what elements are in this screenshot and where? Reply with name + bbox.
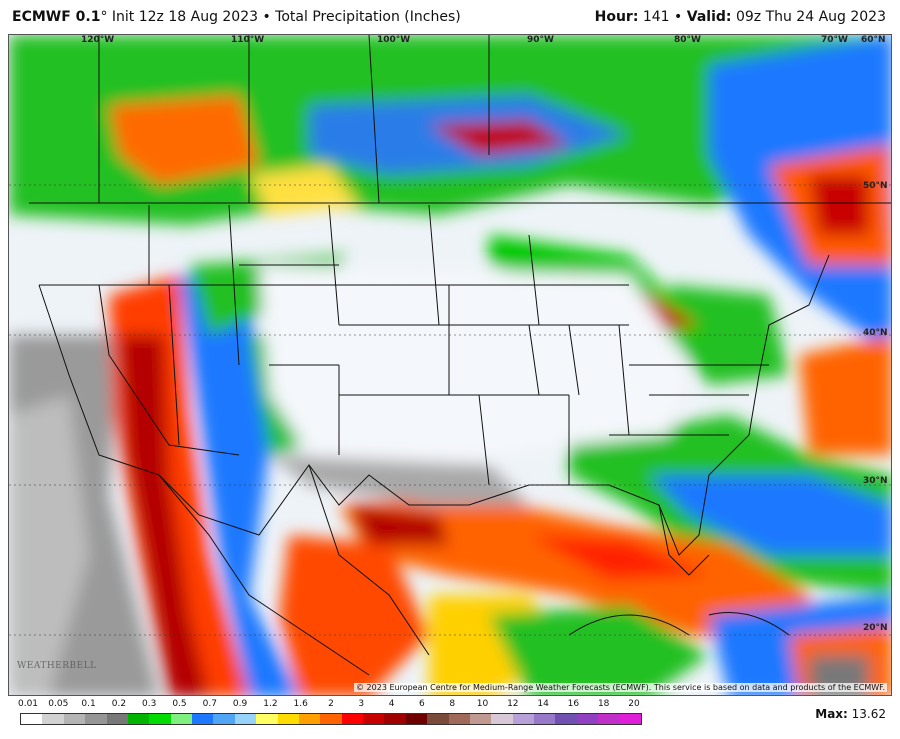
max-number: 13.62 xyxy=(847,707,886,721)
map-canvas xyxy=(9,35,891,695)
legend-label: 3 xyxy=(358,699,365,709)
legend-swatch xyxy=(42,714,64,724)
legend-swatch xyxy=(192,714,214,724)
legend-swatch xyxy=(384,714,406,724)
legend-swatch xyxy=(576,714,599,724)
precipitation-map[interactable]: 120°W 110°W 100°W 90°W 80°W 70°W 60°N 50… xyxy=(8,34,892,696)
legend-label: 20 xyxy=(628,699,640,709)
legend-swatch xyxy=(469,714,492,724)
lat-label-40n: 40°N xyxy=(863,328,888,338)
lat-label-50n: 50°N xyxy=(863,181,888,191)
valid-value: 09z Thu 24 Aug 2023 xyxy=(731,9,886,25)
legend-label: 0.5 xyxy=(172,699,187,709)
legend-swatch xyxy=(277,714,299,724)
legend-swatch xyxy=(170,714,192,724)
legend-swatch xyxy=(448,714,470,724)
legend-swatch xyxy=(512,714,534,724)
copyright-notice: © 2023 European Centre for Medium-Range … xyxy=(354,683,887,692)
legend-swatch xyxy=(320,714,342,724)
legend-swatch xyxy=(149,714,171,724)
legend-label: 0.3 xyxy=(142,699,157,709)
legend-swatch xyxy=(213,714,235,724)
legend-label: 0.01 xyxy=(17,699,39,709)
precipitation-legend: 0.01 0.05 0.1 0.2 0.3 0.5 0.7 0.9 1.2 1.6 2 3 4 6 8 10 1… xyxy=(17,699,642,735)
legend-swatch xyxy=(63,714,86,724)
max-value: Max: 13.62 xyxy=(815,707,886,721)
legend-swatch xyxy=(491,714,513,724)
legend-label: 14 xyxy=(537,699,549,709)
legend-swatch xyxy=(106,714,128,724)
legend-label: 1.2 xyxy=(263,699,278,709)
legend-label: 16 xyxy=(567,699,580,709)
legend-color-bar xyxy=(20,713,642,725)
legend-label: 18 xyxy=(597,699,610,709)
lon-label-110w: 110°W xyxy=(231,35,265,45)
hour-value: 141 • xyxy=(638,9,687,25)
lat-label-30n: 30°N xyxy=(863,476,888,486)
legend-label: 10 xyxy=(476,699,489,709)
legend-swatch xyxy=(256,714,278,724)
legend-swatch xyxy=(341,714,363,724)
legend-labels: 0.01 0.05 0.1 0.2 0.3 0.5 0.7 0.9 1.2 1.6 2 3 4 6 8 10 1… xyxy=(17,699,642,711)
legend-label: 0.9 xyxy=(232,699,248,709)
legend-swatch xyxy=(405,714,428,724)
weatherbell-logo: WEATHERBELL xyxy=(17,661,97,671)
legend-label: 2 xyxy=(328,699,334,709)
lat-label-60n: 60°N xyxy=(861,35,886,45)
legend-label: 12 xyxy=(507,699,519,709)
valid-label: Valid: xyxy=(686,9,732,25)
legend-label: 0.7 xyxy=(202,699,217,709)
hour-label: Hour: xyxy=(594,9,639,25)
legend-swatch xyxy=(298,714,321,724)
init-text: ° Init 12z 18 Aug 2023 • Total Precipita… xyxy=(100,9,461,25)
model-name: ECMWF 0.1 xyxy=(12,9,101,25)
map-header: ECMWF 0.1° Init 12z 18 Aug 2023 • Total … xyxy=(0,0,900,34)
legend-label: 0.2 xyxy=(111,699,127,709)
legend-label: 8 xyxy=(449,699,456,709)
legend-swatch xyxy=(555,714,577,724)
precipitation-field xyxy=(9,35,891,695)
legend-swatch xyxy=(534,714,556,724)
header-title: ECMWF 0.1° Init 12z 18 Aug 2023 • Total … xyxy=(12,9,461,25)
legend-label: 1.6 xyxy=(293,699,308,709)
lon-label-90w: 90°W xyxy=(527,35,554,45)
lat-lon-grid xyxy=(9,184,891,636)
political-borders xyxy=(29,35,891,676)
legend-swatch xyxy=(21,714,43,724)
lon-label-100w: 100°W xyxy=(377,35,411,45)
legend-label: 6 xyxy=(419,699,425,709)
legend-swatch xyxy=(598,714,620,724)
header-valid-time: Hour: 141 • Valid: 09z Thu 24 Aug 2023 xyxy=(595,9,886,25)
lat-label-20n: 20°N xyxy=(863,623,888,633)
legend-label: 0.1 xyxy=(81,699,96,709)
legend-swatch xyxy=(234,714,257,724)
lon-label-120w: 120°W xyxy=(81,35,115,45)
legend-swatch xyxy=(127,714,150,724)
max-label: Max: xyxy=(815,707,848,721)
lon-label-80w: 80°W xyxy=(674,35,701,45)
legend-label: 0.05 xyxy=(48,699,69,709)
legend-label: 4 xyxy=(388,699,395,709)
legend-swatch xyxy=(363,714,385,724)
legend-swatch xyxy=(427,714,449,724)
lon-label-70w: 70°W xyxy=(821,35,848,45)
legend-swatch xyxy=(85,714,107,724)
legend-swatch xyxy=(619,714,641,724)
